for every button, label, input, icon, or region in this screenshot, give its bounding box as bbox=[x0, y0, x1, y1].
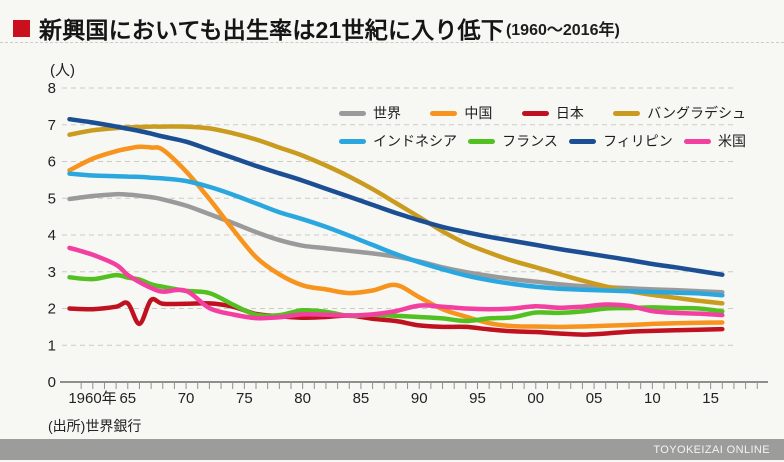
series-line bbox=[67, 124, 725, 306]
y-axis-label: 5 bbox=[48, 190, 56, 207]
y-axis-label: 3 bbox=[48, 264, 56, 281]
y-axis-label: 6 bbox=[48, 154, 56, 171]
legend-label: 世界 bbox=[373, 105, 401, 121]
legend-item: 米国 bbox=[683, 131, 746, 151]
x-axis-ticks bbox=[80, 383, 758, 389]
series-line bbox=[67, 245, 725, 321]
title-year-range: (1960～2016年) bbox=[505, 22, 620, 39]
y-axis-label: 2 bbox=[48, 301, 56, 318]
x-axis-label: 70 bbox=[178, 390, 195, 407]
legend-label: 日本 bbox=[555, 105, 584, 121]
x-axis-label: 10 bbox=[644, 390, 661, 407]
legend-item: 中国 bbox=[430, 103, 492, 123]
chart-legend: 世界 中国 日本 バングラデシュインドネシア フランス フィリピン 米国 bbox=[339, 103, 746, 151]
y-axis-label: 7 bbox=[48, 117, 56, 134]
source-note: (出所)世界銀行 bbox=[48, 418, 142, 434]
series-line bbox=[67, 296, 725, 337]
legend-item: フィリピン bbox=[569, 131, 673, 151]
chart-header: 新興国においても出生率は21世紀に入り低下 (1960～2016年) bbox=[13, 11, 620, 45]
x-axis-label: 75 bbox=[236, 390, 253, 407]
y-axis-label: 0 bbox=[48, 374, 56, 391]
legend-swatch-icon bbox=[613, 110, 641, 116]
legend-label: フィリピン bbox=[603, 133, 673, 149]
series-line bbox=[67, 191, 725, 295]
legend-label: インドネシア bbox=[373, 133, 457, 149]
series-line bbox=[67, 171, 725, 298]
legend-item: インドネシア bbox=[339, 131, 457, 151]
legend-label: 米国 bbox=[717, 133, 746, 149]
legend-row: インドネシア フランス フィリピン 米国 bbox=[339, 131, 746, 151]
legend-swatch-icon bbox=[569, 138, 597, 144]
page-title: 新興国においても出生率は21世紀に入り低下 bbox=[39, 17, 504, 43]
legend-swatch-icon bbox=[521, 110, 549, 116]
red-square-icon bbox=[13, 19, 30, 37]
series-line bbox=[67, 144, 725, 330]
legend-item: フランス bbox=[468, 131, 558, 151]
legend-item: 世界 bbox=[339, 103, 401, 123]
x-axis-label: 00 bbox=[527, 390, 544, 407]
footer-brand: TOYOKEIZAI ONLINE bbox=[653, 443, 770, 456]
legend-swatch-icon bbox=[683, 138, 711, 144]
x-axis-label: 05 bbox=[586, 390, 603, 407]
legend-label: フランス bbox=[502, 133, 558, 149]
header-separator bbox=[0, 42, 784, 43]
series-line bbox=[67, 116, 725, 277]
x-axis-label: 15 bbox=[702, 390, 719, 407]
chart-area: (人) 0 1 2 3 4 5 6 7 8 1960年 65 70 75 80 85 90 95 00 05 10 15… bbox=[0, 55, 784, 408]
legend-item: 日本 bbox=[521, 103, 584, 123]
series-lines bbox=[67, 116, 725, 337]
legend-label: 中国 bbox=[464, 105, 493, 121]
legend-swatch-icon bbox=[339, 110, 366, 116]
fertility-line-chart: 0 1 2 3 4 5 6 7 8 1960年 65 70 75 80 85 90 95 00 05 10 15 bbox=[48, 80, 768, 407]
x-axis-label: 80 bbox=[294, 390, 311, 407]
y-axis-label: 1 bbox=[48, 337, 56, 354]
legend-item: バングラデシュ bbox=[613, 103, 746, 123]
x-axis-label: 1960年 bbox=[68, 390, 116, 407]
legend-label: バングラデシュ bbox=[647, 105, 746, 121]
x-axis-label: 65 bbox=[119, 390, 136, 407]
legend-swatch-icon bbox=[430, 110, 458, 116]
x-axis-label: 95 bbox=[469, 390, 486, 407]
y-axis-labels: 0 1 2 3 4 5 6 7 8 bbox=[48, 80, 56, 391]
y-axis-label: 4 bbox=[48, 227, 56, 244]
legend-swatch-icon bbox=[468, 138, 496, 144]
y-axis-label: 8 bbox=[48, 80, 56, 97]
legend-row: 世界 中国 日本 バングラデシュ bbox=[339, 103, 746, 123]
series-line bbox=[67, 272, 725, 324]
x-axis-labels: 1960年 65 70 75 80 85 90 95 00 05 10 15 bbox=[68, 390, 719, 407]
legend-swatch-icon bbox=[339, 138, 366, 144]
x-axis-label: 90 bbox=[411, 390, 428, 407]
y-axis-unit-label: (人) bbox=[50, 62, 75, 79]
x-axis-label: 85 bbox=[353, 390, 370, 407]
footer-bar: TOYOKEIZAI ONLINE bbox=[0, 439, 784, 460]
